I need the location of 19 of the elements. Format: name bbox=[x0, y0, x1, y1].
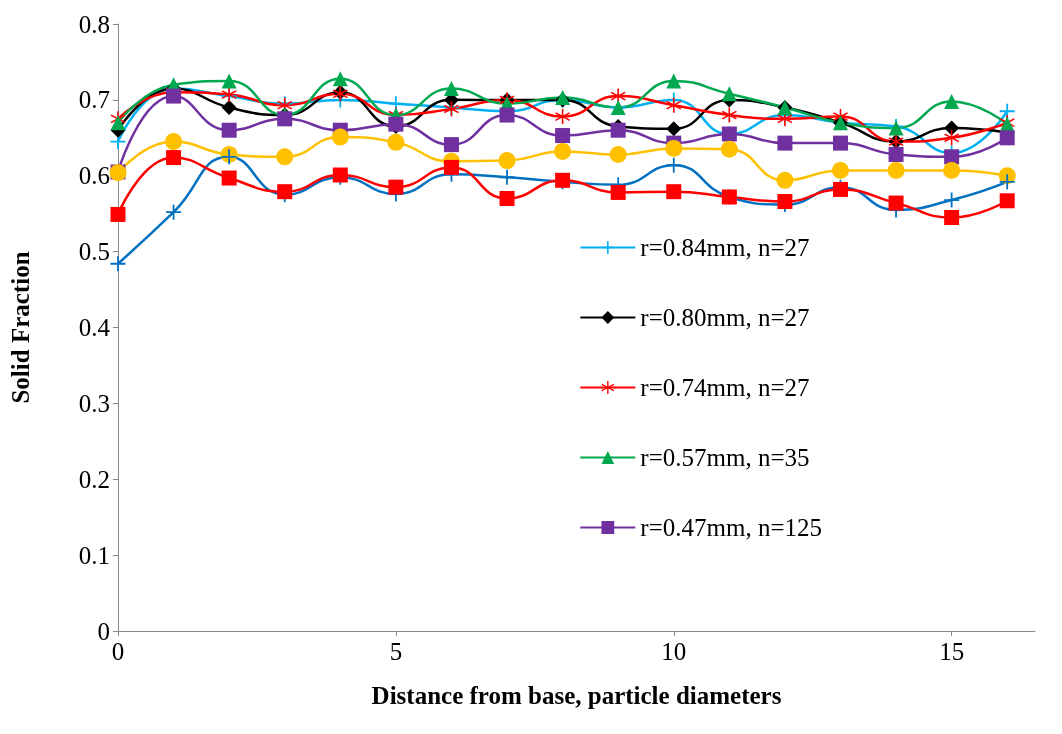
legend-label: r=0.74mm, n=27 bbox=[640, 374, 810, 401]
legend-label: r=0.80mm, n=27 bbox=[640, 304, 810, 331]
y-tick-label: 0.7 bbox=[78, 86, 110, 114]
legend-label: r=0.57mm, n=35 bbox=[640, 444, 810, 471]
x-tick-label: 5 bbox=[389, 638, 403, 665]
y-tick-label: 0.6 bbox=[78, 162, 110, 190]
y-tick-label: 0.3 bbox=[78, 389, 110, 417]
y-axis-title: Solid Fraction bbox=[7, 251, 34, 404]
x-tick-label: 15 bbox=[939, 638, 965, 665]
legend-label: r=0.47mm, n=125 bbox=[640, 514, 823, 541]
y-tick-label: 0.4 bbox=[78, 314, 111, 341]
y-tick-label: 0.2 bbox=[78, 465, 110, 493]
legend-label: r=0.84mm, n=27 bbox=[640, 234, 810, 261]
y-tick-label: 0.1 bbox=[78, 541, 110, 569]
y-tick-label: 0.5 bbox=[78, 238, 110, 266]
x-tick-label: 10 bbox=[661, 638, 687, 665]
x-axis-title: Distance from base, particle diameters bbox=[371, 682, 782, 709]
y-tick-label: 0 bbox=[97, 617, 110, 645]
y-tick-label: 0.8 bbox=[78, 10, 110, 38]
